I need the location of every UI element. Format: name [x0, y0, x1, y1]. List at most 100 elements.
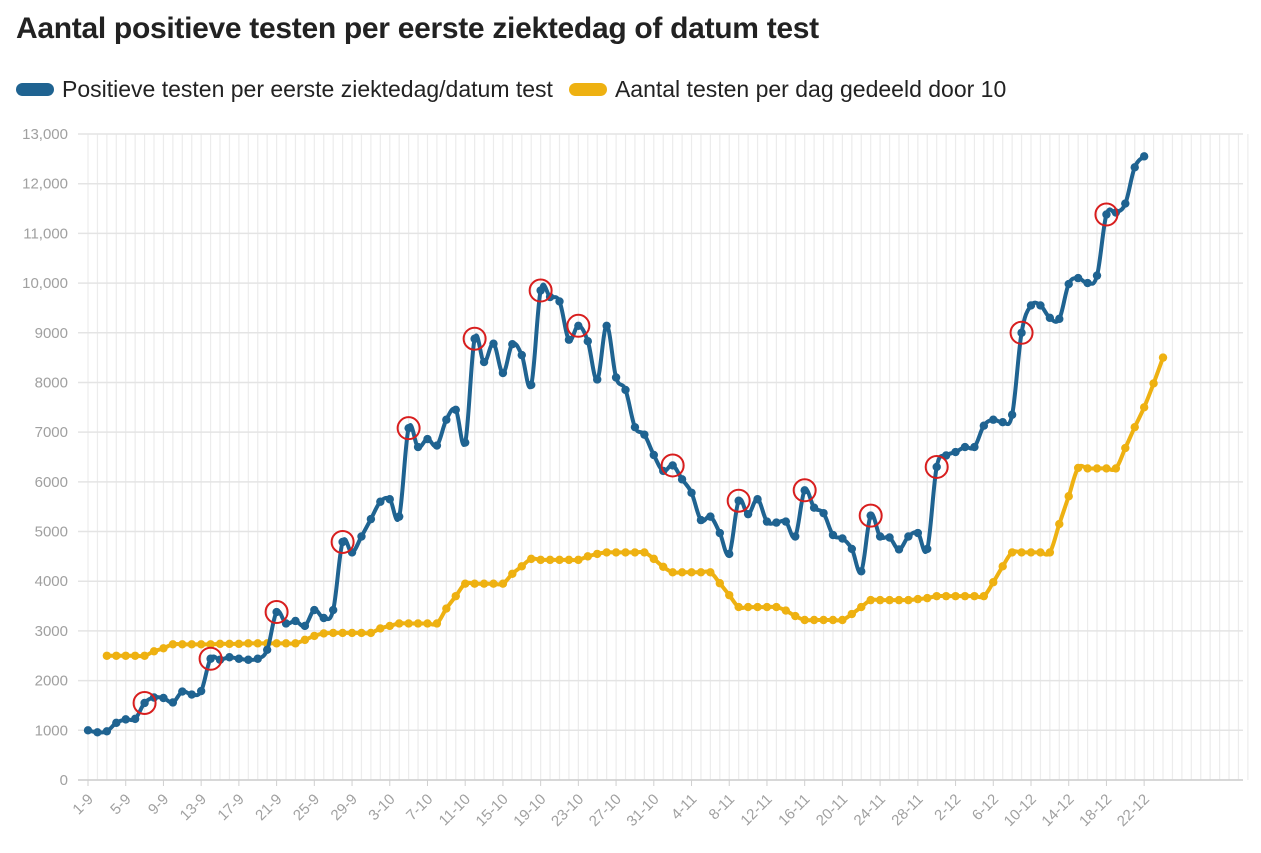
data-point-positive-tests [970, 442, 979, 452]
data-point-positive-tests [178, 687, 187, 696]
data-point-positive-tests [93, 728, 102, 737]
data-point-positive-tests [451, 405, 460, 414]
data-point-tests-per-day [828, 615, 838, 625]
data-point-tests-per-day [998, 562, 1007, 571]
data-point-tests-per-day [1007, 548, 1017, 557]
y-tick-label: 5000 [35, 524, 68, 541]
x-tick-label: 20-11 [813, 791, 851, 829]
x-tick-label: 29-9 [328, 791, 361, 824]
data-point-tests-per-day [1045, 548, 1055, 557]
highlight-circle [330, 529, 355, 554]
data-point-tests-per-day [451, 591, 460, 601]
y-tick-label: 4000 [35, 573, 68, 590]
data-point-positive-tests [423, 434, 432, 444]
data-point-tests-per-day [630, 548, 640, 557]
legend: Positieve testen per eerste ziektedag/da… [16, 76, 1022, 103]
x-tick-label: 15-10 [473, 791, 512, 830]
x-tick-label: 3-10 [365, 791, 398, 824]
data-point-positive-tests [951, 447, 960, 457]
x-tick-label: 25-9 [290, 791, 323, 824]
data-point-positive-tests [225, 653, 234, 662]
data-point-tests-per-day [677, 568, 687, 577]
data-point-tests-per-day [300, 635, 310, 645]
x-tick-label: 12-11 [737, 791, 775, 829]
data-point-tests-per-day [894, 595, 904, 605]
data-point-tests-per-day [941, 591, 951, 601]
data-point-tests-per-day [272, 639, 281, 648]
data-point-positive-tests [461, 438, 470, 447]
data-point-positive-tests [979, 421, 989, 430]
data-point-positive-tests [328, 605, 338, 615]
data-point-tests-per-day [743, 602, 753, 612]
data-point-positive-tests [536, 286, 545, 295]
data-point-positive-tests [583, 337, 592, 346]
data-point-positive-tests [432, 441, 442, 450]
data-point-positive-tests [875, 532, 885, 541]
data-point-positive-tests [83, 726, 93, 735]
data-point-tests-per-day [772, 602, 781, 612]
data-point-positive-tests [800, 486, 809, 495]
data-point-positive-tests [347, 548, 357, 557]
data-point-tests-per-day [413, 619, 423, 628]
data-point-positive-tests [781, 517, 791, 526]
data-point-positive-tests [866, 511, 875, 520]
data-point-tests-per-day [951, 591, 960, 601]
data-point-positive-tests [1092, 271, 1102, 280]
data-point-tests-per-day [979, 591, 989, 601]
data-point-tests-per-day [357, 628, 366, 638]
data-point-positive-tests [1130, 163, 1139, 172]
data-point-positive-tests [1017, 328, 1026, 337]
highlight-circle [726, 488, 751, 513]
x-tick-label: 28-11 [888, 791, 926, 829]
data-point-tests-per-day [423, 619, 432, 628]
data-point-tests-per-day [366, 628, 376, 638]
data-point-tests-per-day [847, 609, 857, 619]
x-tick-label: 13-9 [177, 791, 210, 824]
highlight-circle [462, 326, 487, 351]
data-point-tests-per-day [1149, 379, 1158, 388]
data-point-tests-per-day [102, 651, 112, 660]
data-point-tests-per-day [734, 602, 743, 612]
data-point-tests-per-day [819, 615, 828, 625]
data-point-tests-per-day [215, 639, 225, 649]
data-point-tests-per-day [762, 602, 772, 612]
x-tick-label: 2-12 [931, 791, 964, 824]
x-tick-label: 18-12 [1076, 791, 1115, 830]
x-tick-label: 22-12 [1114, 791, 1153, 830]
data-point-tests-per-day [385, 621, 394, 631]
data-point-tests-per-day [432, 619, 442, 628]
y-tick-label: 13,000 [22, 126, 68, 143]
data-point-positive-tests [404, 423, 413, 433]
data-point-tests-per-day [187, 640, 196, 649]
y-tick-label: 1000 [35, 722, 68, 739]
highlight-circle [396, 416, 421, 441]
data-point-tests-per-day [121, 651, 130, 660]
data-point-tests-per-day [112, 651, 121, 660]
data-point-positive-tests [187, 690, 196, 699]
data-point-tests-per-day [1055, 519, 1064, 529]
data-point-positive-tests [291, 616, 300, 626]
data-point-tests-per-day [611, 548, 621, 557]
data-point-tests-per-day [1026, 548, 1036, 557]
data-point-tests-per-day [338, 628, 347, 638]
data-point-positive-tests [300, 621, 310, 631]
data-point-positive-tests [762, 517, 772, 526]
data-point-tests-per-day [376, 624, 385, 633]
data-point-positive-tests [121, 715, 130, 724]
data-point-positive-tests [102, 727, 112, 736]
data-point-tests-per-day [394, 619, 404, 628]
y-tick-label: 3000 [35, 623, 68, 640]
data-point-positive-tests [196, 686, 206, 696]
data-point-tests-per-day [809, 615, 819, 625]
legend-item-positive-tests[interactable]: Positieve testen per eerste ziektedag/da… [16, 76, 553, 103]
data-point-positive-tests [1045, 313, 1055, 323]
data-point-tests-per-day [649, 554, 658, 564]
data-point-positive-tests [272, 607, 281, 617]
data-point-tests-per-day [1102, 464, 1111, 473]
legend-item-tests-per-day[interactable]: Aantal testen per dag gedeeld door 10 [568, 76, 1006, 103]
data-point-positive-tests [498, 368, 508, 378]
data-point-tests-per-day [875, 595, 885, 605]
data-point-tests-per-day [253, 639, 262, 648]
highlight-circle [132, 690, 157, 715]
